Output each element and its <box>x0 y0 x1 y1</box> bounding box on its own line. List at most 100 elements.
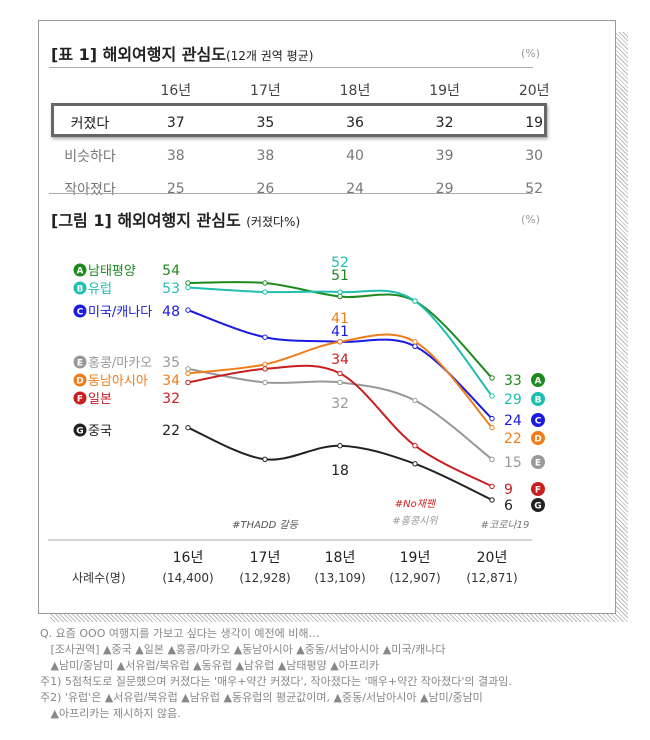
sample-size: (12,871) <box>466 571 517 585</box>
sample-size: (12,907) <box>389 571 440 585</box>
footnotes: Q. 요즘 OOO 여행지를 가보고 싶다는 생각이 예전에 비해… [조사권역… <box>40 626 640 722</box>
table-cell: 30 <box>525 147 544 164</box>
table-subtitle: (12개 권역 평균) <box>225 49 314 63</box>
data-point <box>337 379 343 386</box>
table-cell: 37 <box>166 114 185 131</box>
legend-badge-letter: F <box>77 395 83 405</box>
data-label: 15 <box>504 455 522 471</box>
data-point <box>489 497 495 503</box>
series-line <box>187 280 493 379</box>
end-badge-letter: D <box>534 435 541 445</box>
event-annotation: #코로나19 <box>481 519 530 531</box>
legend-label: 중국 <box>88 424 112 439</box>
series-line <box>187 364 493 488</box>
legend-badge-letter: C <box>77 308 84 318</box>
data-point <box>337 443 343 449</box>
table-title-text: [표 1] 해외여행지 관심도 <box>51 45 226 64</box>
series-line <box>187 333 493 429</box>
data-label: 34 <box>331 352 349 368</box>
legend-badge <box>73 391 87 405</box>
note-line: 주1) 5점척도로 질문했으며 커졌다는 '매우+약간 커졌다', 작아졌다는 … <box>40 675 512 688</box>
data-label: 41 <box>331 324 349 340</box>
note-line: 주2) '유럽'은 ▲서유럽/북유럽 ▲남유럽 ▲동유럽의 평균값이며, ▲중동… <box>40 691 483 704</box>
data-label: 29 <box>504 392 522 408</box>
data-point <box>185 284 191 291</box>
end-badge <box>531 413 545 427</box>
legend-badge-letter: G <box>76 427 83 437</box>
sample-size: (12,928) <box>239 571 290 585</box>
data-point <box>489 415 495 422</box>
data-point <box>412 461 418 467</box>
series-B: B 유럽 53 52 29 B <box>73 255 545 408</box>
x-tick-label: 20년 <box>477 550 508 566</box>
table-cell: 24 <box>346 180 364 197</box>
table-cell: 32 <box>435 114 454 131</box>
legend-badge <box>73 423 87 437</box>
data-point <box>412 339 418 345</box>
table-title: [표 1] 해외여행지 관심도(12개 권역 평균) <box>51 41 313 65</box>
data-point <box>185 280 191 286</box>
infographic-card: [표 1] 해외여행지 관심도(12개 권역 평균) (%) 16년 17년 18년… <box>38 20 616 614</box>
data-label: 22 <box>504 431 522 447</box>
data-label: 6 <box>504 498 513 514</box>
data-point <box>262 289 268 295</box>
x-tick-label: 16년 <box>173 550 204 566</box>
data-label: 32 <box>162 391 180 407</box>
data-label: 33 <box>504 373 522 389</box>
data-point <box>489 375 495 381</box>
interest-table: 16년 17년 18년 19년 20년 커졌다 37 35 36 32 19 비슷하다 38 38 40 39… <box>49 73 579 205</box>
end-badge-letter: F <box>535 486 541 496</box>
data-point <box>337 293 343 300</box>
divider <box>49 193 533 194</box>
table-cell: 39 <box>435 147 454 164</box>
data-label: 32 <box>331 396 349 412</box>
table-cell: 26 <box>256 180 275 197</box>
legend-badge <box>73 373 87 387</box>
table-cell: 38 <box>256 147 275 164</box>
note-line: ▲아프리카는 제시하지 않음. <box>40 707 181 720</box>
series-A: A 남태평양 54 51 33 A <box>73 263 545 389</box>
column-header: 18년 <box>339 82 371 99</box>
column-header: 20년 <box>518 82 550 99</box>
data-label: 24 <box>504 413 522 429</box>
end-badge <box>531 498 545 512</box>
row-label: 커졌다 <box>70 115 110 132</box>
table-unit: (%) <box>521 47 541 60</box>
table-cell: 52 <box>525 180 544 197</box>
legend-label: 홍콩/마카오 <box>88 356 152 371</box>
data-point <box>412 298 418 304</box>
table-cell: 40 <box>346 147 364 164</box>
chart-subtitle: (커졌다%) <box>246 215 301 229</box>
sample-label: 사례수(명) <box>72 571 126 585</box>
data-point <box>489 393 495 399</box>
note-line: Q. 요즘 OOO 여행지를 가보고 싶다는 생각이 예전에 비해… <box>40 627 320 640</box>
data-point <box>262 456 268 462</box>
chart-title: [그림 1] 해외여행지 관심도 (커졌다%) <box>51 207 300 231</box>
data-point <box>337 289 343 295</box>
end-badge-letter: G <box>534 502 541 512</box>
event-annotation: #No재팬 <box>395 498 437 510</box>
divider <box>49 67 533 68</box>
legend-label: 동남아시아 <box>88 374 148 389</box>
end-badge <box>531 392 545 406</box>
data-point <box>489 456 495 462</box>
legend-badge-letter: A <box>77 267 84 277</box>
data-label: 54 <box>162 263 180 279</box>
data-label: 35 <box>162 355 180 371</box>
series-E: E 홍콩/마카오 35 32 15 E <box>73 355 545 471</box>
end-badge-letter: C <box>535 417 542 427</box>
data-point <box>337 370 343 377</box>
row-label: 비슷하다 <box>64 148 116 165</box>
chart-title-text: [그림 1] 해외여행지 관심도 <box>51 211 241 230</box>
legend-badge <box>73 281 87 295</box>
data-label: 48 <box>162 304 180 320</box>
end-badge-letter: E <box>535 459 541 469</box>
series-G: G 중국 22 18 6 G <box>73 423 545 514</box>
legend-label: 일본 <box>88 392 112 407</box>
x-tick-label: 18년 <box>325 550 356 566</box>
table-cell: 19 <box>525 114 544 131</box>
data-point <box>185 379 191 386</box>
legend-label: 남태평양 <box>88 264 136 279</box>
x-tick-label: 17년 <box>250 550 281 566</box>
